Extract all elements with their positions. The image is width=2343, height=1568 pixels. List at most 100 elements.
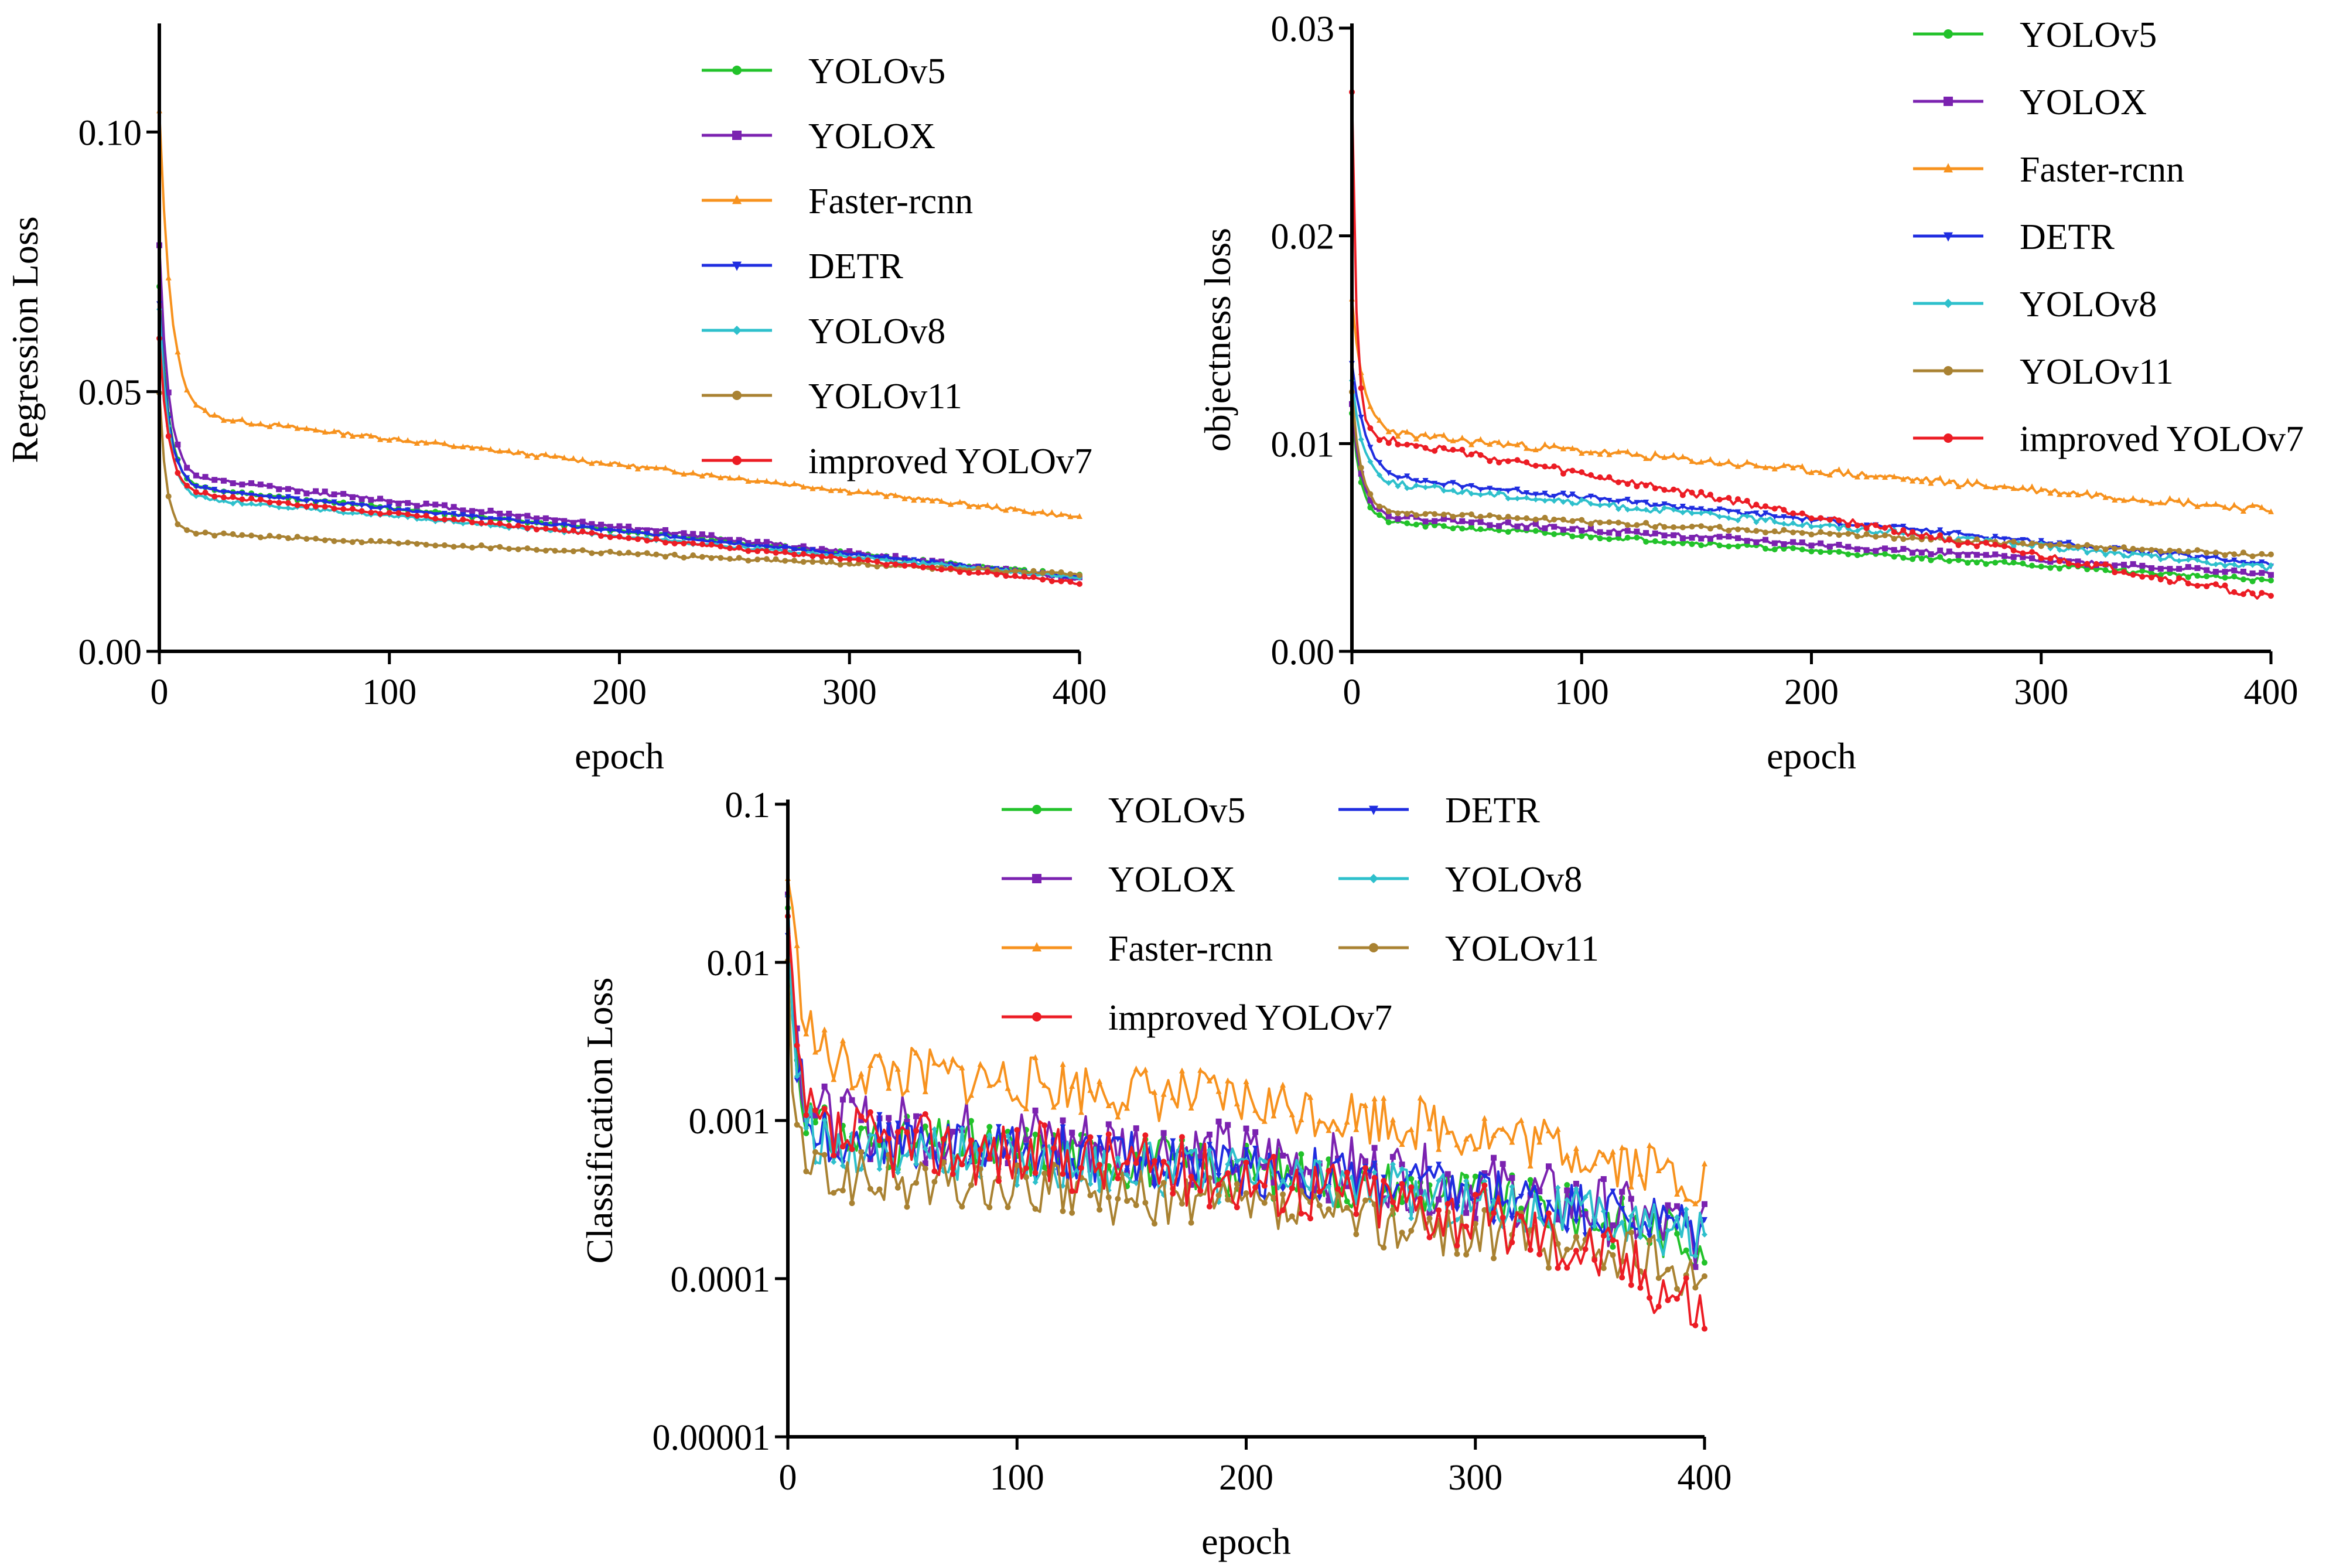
chart-objectness: 0 100 200 300 4000.000.010.020.03epochobject… xyxy=(1197,9,2304,777)
classification-point-yolov5 xyxy=(1527,1177,1533,1183)
regression-point-improved-yolov7 xyxy=(1003,573,1009,579)
regression-point-improved-yolov7 xyxy=(662,539,669,546)
objectness-point-faster-rcnn xyxy=(1624,448,1631,455)
objectness-point-faster-rcnn xyxy=(1587,449,1594,456)
regression-point-faster-rcnn xyxy=(395,435,402,442)
objectness-point-faster-rcnn xyxy=(2001,483,2007,489)
regression-point-faster-rcnn xyxy=(193,401,199,408)
objectness-point-yolov5 xyxy=(2084,566,2091,572)
objectness-point-yolov5 xyxy=(1597,535,1603,542)
regression-point-detr xyxy=(322,499,328,505)
classification-point-improved-yolov7 xyxy=(1261,1183,1268,1189)
classification-point-improved-yolov7 xyxy=(1005,1154,1011,1160)
objectness-point-improved-yolov7 xyxy=(1634,483,1640,490)
classification-point-yolov5 xyxy=(968,1118,974,1124)
regression-legend-item-yolox: YOLOX xyxy=(702,117,935,156)
classification-point-yolov11 xyxy=(1023,1174,1029,1180)
classification-point-improved-yolov7 xyxy=(1647,1294,1653,1301)
objectness-point-yolox xyxy=(1542,525,1548,531)
objectness-y-tick-label: 0.00 xyxy=(1271,633,1335,672)
objectness-point-faster-rcnn xyxy=(1955,483,1962,490)
objectness-point-improved-yolov7 xyxy=(1744,497,1750,504)
classification-point-faster-rcnn xyxy=(1115,1113,1121,1120)
regression-point-yolox xyxy=(892,553,899,559)
classification-point-faster-rcnn xyxy=(1289,1111,1295,1118)
classification-point-yolov11 xyxy=(1133,1202,1139,1208)
regression-legend-marker xyxy=(732,66,742,75)
classification-point-yolov5 xyxy=(1399,1199,1405,1205)
classification-legend-marker xyxy=(1032,1012,1041,1022)
classification-point-yolov11 xyxy=(794,1122,800,1128)
regression-point-faster-rcnn xyxy=(175,349,181,355)
classification-point-faster-rcnn xyxy=(1225,1077,1231,1084)
regression-point-yolov11 xyxy=(607,548,613,555)
classification-point-improved-yolov7 xyxy=(1215,1181,1222,1188)
classification-point-yolov11 xyxy=(1491,1255,1497,1262)
regression-point-yolov11 xyxy=(423,541,429,548)
regression-point-improved-yolov7 xyxy=(414,513,420,519)
classification-point-improved-yolov7 xyxy=(858,1113,865,1120)
objectness-point-improved-yolov7 xyxy=(2212,581,2219,587)
regression-point-yolox xyxy=(331,491,337,498)
classification-legend-item-yolov5: YOLOv5 xyxy=(1002,791,1245,831)
objectness-point-yolov11 xyxy=(2176,548,2183,554)
objectness-point-yolov5 xyxy=(1385,519,1392,525)
objectness-point-faster-rcnn xyxy=(1854,473,1860,480)
objectness-point-faster-rcnn xyxy=(1532,446,1539,453)
objectness-point-yolov11 xyxy=(2240,549,2246,556)
objectness-point-yolov11 xyxy=(1873,534,1879,540)
regression-point-faster-rcnn xyxy=(1012,505,1019,512)
objectness-point-yolov5 xyxy=(1845,551,1852,558)
regression-point-improved-yolov7 xyxy=(598,533,604,539)
classification-point-yolov8 xyxy=(803,1125,810,1131)
classification-point-improved-yolov7 xyxy=(1655,1303,1662,1310)
objectness-point-yolov5 xyxy=(1799,546,1805,553)
classification-point-improved-yolov7 xyxy=(1692,1322,1699,1328)
classification-point-faster-rcnn xyxy=(1252,1107,1259,1113)
classification-point-improved-yolov7 xyxy=(1133,1160,1139,1166)
objectness-point-yolov11 xyxy=(2149,546,2155,553)
objectness-point-yolov8 xyxy=(1606,502,1613,508)
classification-point-detr xyxy=(1491,1219,1497,1226)
objectness-point-improved-yolov7 xyxy=(1432,447,1438,454)
classification-point-improved-yolov7 xyxy=(1014,1127,1020,1133)
classification-point-yolox xyxy=(1005,1160,1011,1166)
objectness-point-detr xyxy=(2001,536,2007,542)
classification-point-yolox xyxy=(1619,1188,1625,1195)
regression-point-yolox xyxy=(515,513,521,520)
classification-point-faster-rcnn xyxy=(959,1064,965,1071)
classification-point-faster-rcnn xyxy=(1600,1151,1607,1157)
classification-point-detr xyxy=(1573,1218,1579,1225)
regression-point-yolov11 xyxy=(662,554,669,560)
regression-point-faster-rcnn xyxy=(708,472,715,478)
regression-point-faster-rcnn xyxy=(313,426,319,433)
classification-point-yolov11 xyxy=(1041,1170,1048,1177)
regression-point-detr xyxy=(358,503,365,509)
objectness-point-faster-rcnn xyxy=(1753,462,1760,469)
classification-point-yolox xyxy=(849,1097,855,1104)
objectness-point-yolox xyxy=(1440,515,1447,522)
regression-point-improved-yolov7 xyxy=(506,522,512,529)
objectness-point-yolov8 xyxy=(2240,562,2246,568)
classification-point-faster-rcnn xyxy=(1610,1148,1616,1154)
regression-point-yolov11 xyxy=(874,563,880,570)
classification-point-faster-rcnn xyxy=(1628,1183,1634,1190)
classification-point-yolov8 xyxy=(1371,1169,1378,1176)
regression-point-improved-yolov7 xyxy=(810,553,816,559)
objectness-point-detr xyxy=(1514,486,1521,493)
objectness-point-detr xyxy=(1450,480,1456,486)
regression-point-yolox xyxy=(193,472,199,479)
classification-point-faster-rcnn xyxy=(831,1076,837,1082)
objectness-point-improved-yolov7 xyxy=(1385,440,1392,446)
objectness-point-faster-rcnn xyxy=(1900,476,1907,482)
classification-point-yolov5 xyxy=(1408,1176,1415,1182)
regression-point-yolov11 xyxy=(432,542,439,549)
objectness-legend-item-improved-yolov7: improved YOLOv7 xyxy=(1913,419,2304,459)
classification-point-improved-yolov7 xyxy=(1362,1165,1368,1171)
objectness-legend-label: improved YOLOv7 xyxy=(2020,419,2304,459)
classification-point-faster-rcnn xyxy=(1060,1061,1066,1067)
regression-point-faster-rcnn xyxy=(874,489,880,496)
objectness-point-yolox xyxy=(1734,535,1741,541)
objectness-point-yolov8 xyxy=(1468,490,1474,497)
objectness-point-yolov5 xyxy=(1882,551,1888,557)
